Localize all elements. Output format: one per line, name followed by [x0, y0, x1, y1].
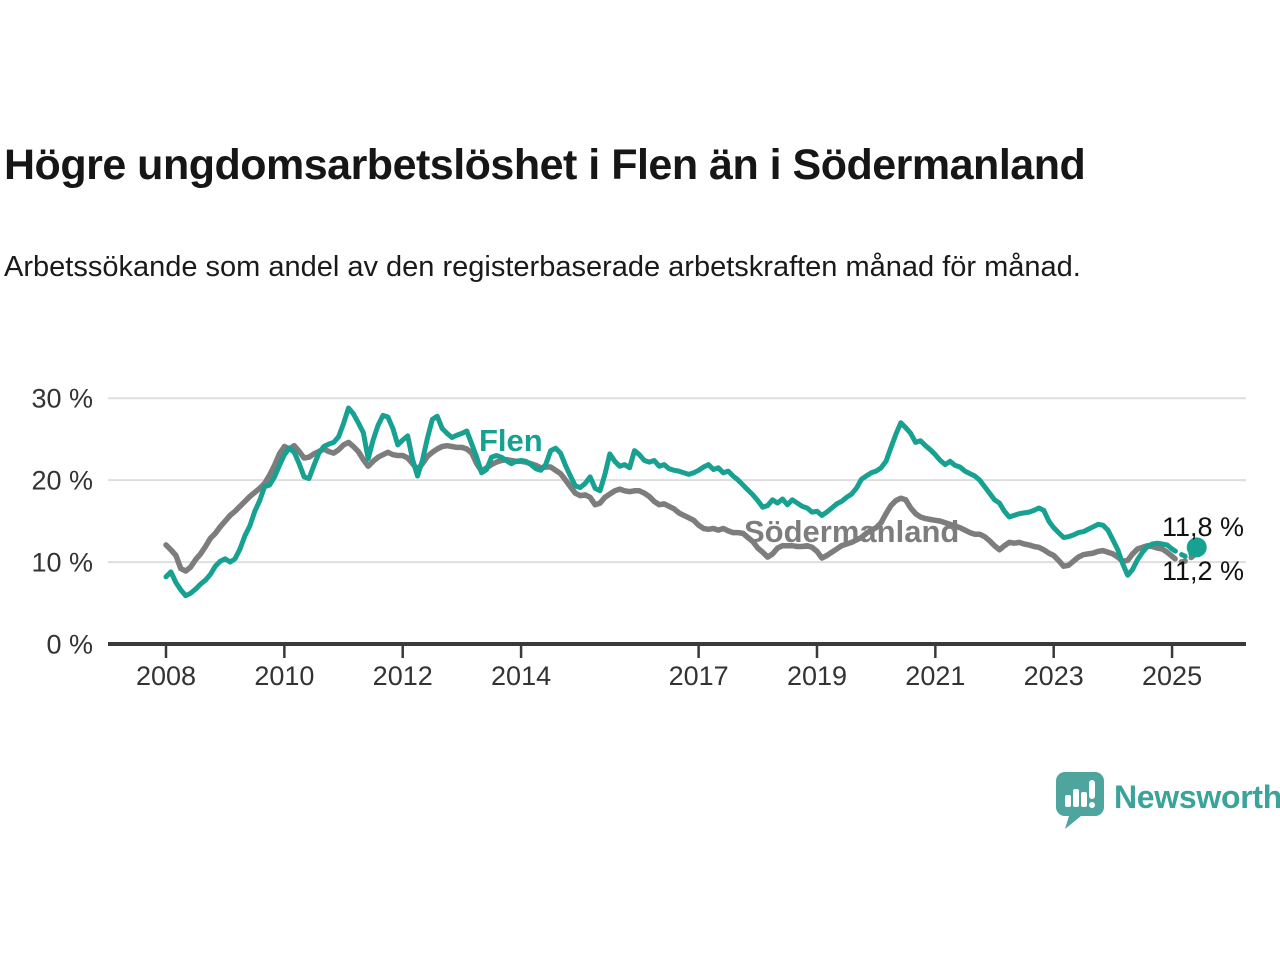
series-line-södermanland	[163, 439, 1175, 574]
y-axis-tick-label: 0 %	[46, 630, 93, 660]
y-axis-tick-label: 30 %	[31, 384, 93, 414]
chart-subtitle: Arbetssökande som andel av den registerb…	[4, 251, 1081, 283]
end-value-label-södermanland: 11,2 %	[1162, 556, 1244, 586]
bar-short-icon	[1065, 795, 1071, 807]
y-axis-tick-label: 20 %	[31, 466, 93, 496]
x-axis-tick-label: 2021	[905, 661, 965, 691]
newsworthy-brand-text: Newsworthy	[1114, 779, 1280, 815]
x-axis-tick-label: 2014	[491, 661, 551, 691]
exclamation-bar-icon	[1089, 780, 1095, 799]
end-value-label-flen: 11,8 %	[1162, 512, 1244, 542]
newsworthy-logo: Newsworthy	[1056, 772, 1280, 830]
exclamation-dot-icon	[1089, 802, 1095, 808]
speech-bubble-shape	[1056, 772, 1104, 829]
x-axis-tick-label: 2017	[669, 661, 729, 691]
x-axis-tick-label: 2008	[136, 661, 196, 691]
newsworthy-bubble-icon	[1056, 772, 1104, 829]
y-axis-tick-label: 10 %	[31, 548, 93, 578]
series-line-flen	[163, 405, 1175, 599]
x-axis-tick-label: 2019	[787, 661, 847, 691]
page-title: Högre ungdomsarbetslöshet i Flen än i Sö…	[4, 141, 1086, 189]
x-axis-tick-label: 2023	[1024, 661, 1084, 691]
series-label-flen: Flen	[479, 423, 543, 458]
x-axis-tick-label: 2012	[373, 661, 433, 691]
bar-medium-icon	[1073, 789, 1079, 807]
x-axis-tick-label: 2025	[1142, 661, 1202, 691]
series-end-dot-flen	[1186, 537, 1207, 558]
x-axis-tick-label: 2010	[254, 661, 314, 691]
series-label-södermanland: Södermanland	[744, 514, 959, 549]
bar-tall-icon	[1081, 792, 1087, 807]
